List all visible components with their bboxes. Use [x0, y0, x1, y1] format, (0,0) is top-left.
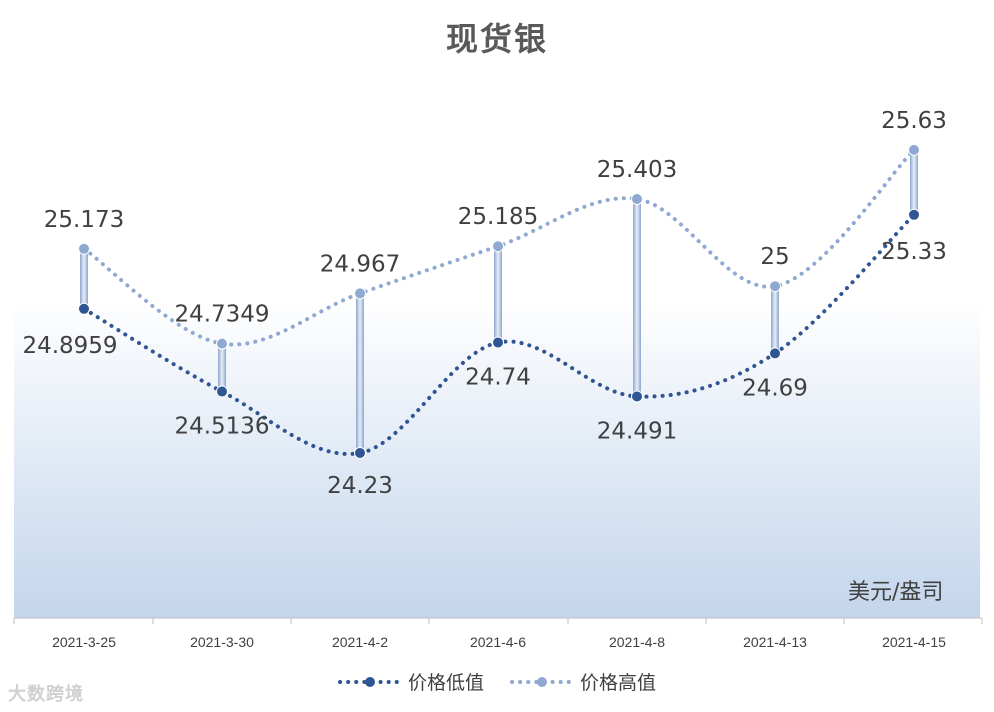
drop-line-0 [80, 248, 88, 309]
drop-line-3 [494, 246, 502, 343]
marker-high-6 [908, 143, 920, 156]
x-tick-label-6: 2021-4-15 [882, 634, 946, 650]
marker-low-2 [354, 446, 366, 459]
legend: 价格低值 价格高值 [0, 668, 994, 695]
data-label-high-1: 24.7349 [174, 302, 269, 328]
data-label-low-2: 24.23 [327, 473, 393, 499]
marker-high-5 [769, 280, 781, 293]
marker-low-3 [492, 336, 504, 349]
data-label-high-4: 25.403 [597, 157, 677, 183]
marker-low-5 [769, 347, 781, 360]
data-label-high-3: 25.185 [458, 204, 538, 230]
x-tick-label-3: 2021-4-6 [470, 634, 526, 650]
legend-low-swatch [337, 676, 402, 687]
data-label-low-4: 24.491 [597, 418, 677, 444]
drop-line-5 [771, 286, 779, 354]
x-tick-label-5: 2021-4-13 [743, 634, 807, 650]
marker-low-1 [216, 385, 228, 398]
legend-item-high[interactable]: 价格高值 [510, 668, 656, 695]
x-tick-label-2: 2021-4-2 [332, 634, 388, 650]
marker-low-0 [78, 302, 90, 315]
marker-high-4 [631, 193, 643, 205]
watermark-logo: 大数跨境 [8, 684, 84, 705]
marker-high-2 [354, 287, 366, 300]
legend-high-swatch [510, 676, 574, 687]
drop-line-2 [356, 293, 364, 453]
x-tick-label-4: 2021-4-8 [609, 634, 665, 650]
legend-high-label: 价格高值 [580, 672, 657, 694]
legend-low-label: 价格低值 [407, 672, 484, 694]
data-label-high-0: 25.173 [44, 207, 124, 233]
data-label-low-5: 24.69 [742, 375, 808, 401]
drop-line-1 [218, 343, 226, 392]
data-label-high-5: 25 [760, 244, 789, 270]
marker-high-3 [492, 240, 504, 253]
chart-title: 现货银 [445, 20, 548, 58]
marker-low-6 [908, 208, 920, 221]
x-tick-label-0: 2021-3-25 [52, 634, 116, 650]
marker-high-0 [78, 242, 90, 255]
data-label-low-0: 24.8959 [22, 333, 117, 359]
marker-low-4 [631, 390, 643, 403]
unit-label: 美元/盎司 [848, 580, 944, 605]
data-label-high-2: 24.967 [320, 251, 400, 277]
data-label-low-1: 24.5136 [174, 414, 269, 440]
data-label-high-6: 25.63 [881, 108, 947, 134]
plot-background [14, 300, 980, 618]
marker-high-1 [216, 337, 228, 350]
drop-line-6 [910, 149, 918, 215]
x-tick-label-1: 2021-3-30 [190, 634, 254, 650]
legend-item-low[interactable]: 价格低值 [337, 668, 484, 695]
drop-line-4 [633, 199, 641, 397]
data-label-low-3: 24.74 [465, 365, 531, 391]
data-label-low-6: 25.33 [881, 239, 947, 265]
